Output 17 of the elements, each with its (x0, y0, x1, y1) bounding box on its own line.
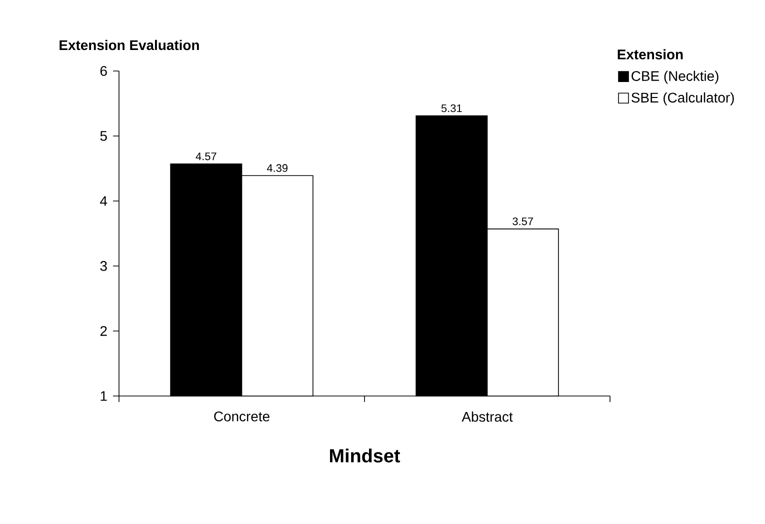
x-tick-label: Abstract (462, 412, 513, 422)
x-tick-label: Concrete (214, 411, 270, 422)
data-label: 4.57 (196, 152, 216, 160)
legend-label: CBE (Necktie) (632, 70, 718, 84)
x-axis-title: Mindset (330, 448, 400, 462)
y-axis-title: Extension Evaluation (60, 40, 199, 50)
data-label: 3.57 (512, 217, 533, 226)
y-tick-label: 1 (100, 391, 107, 401)
y-tick-label: 4 (100, 196, 108, 206)
y-tick-label: 3 (100, 261, 107, 271)
y-tick-label: 5 (100, 131, 107, 141)
data-label: 4.39 (266, 164, 288, 172)
legend-label: SBE (Calculator) (632, 92, 734, 106)
data-label: 5.31 (441, 104, 462, 112)
y-tick-label: 6 (100, 66, 107, 76)
y-tick-label: 2 (100, 326, 107, 336)
legend-title: Extension (618, 49, 683, 60)
